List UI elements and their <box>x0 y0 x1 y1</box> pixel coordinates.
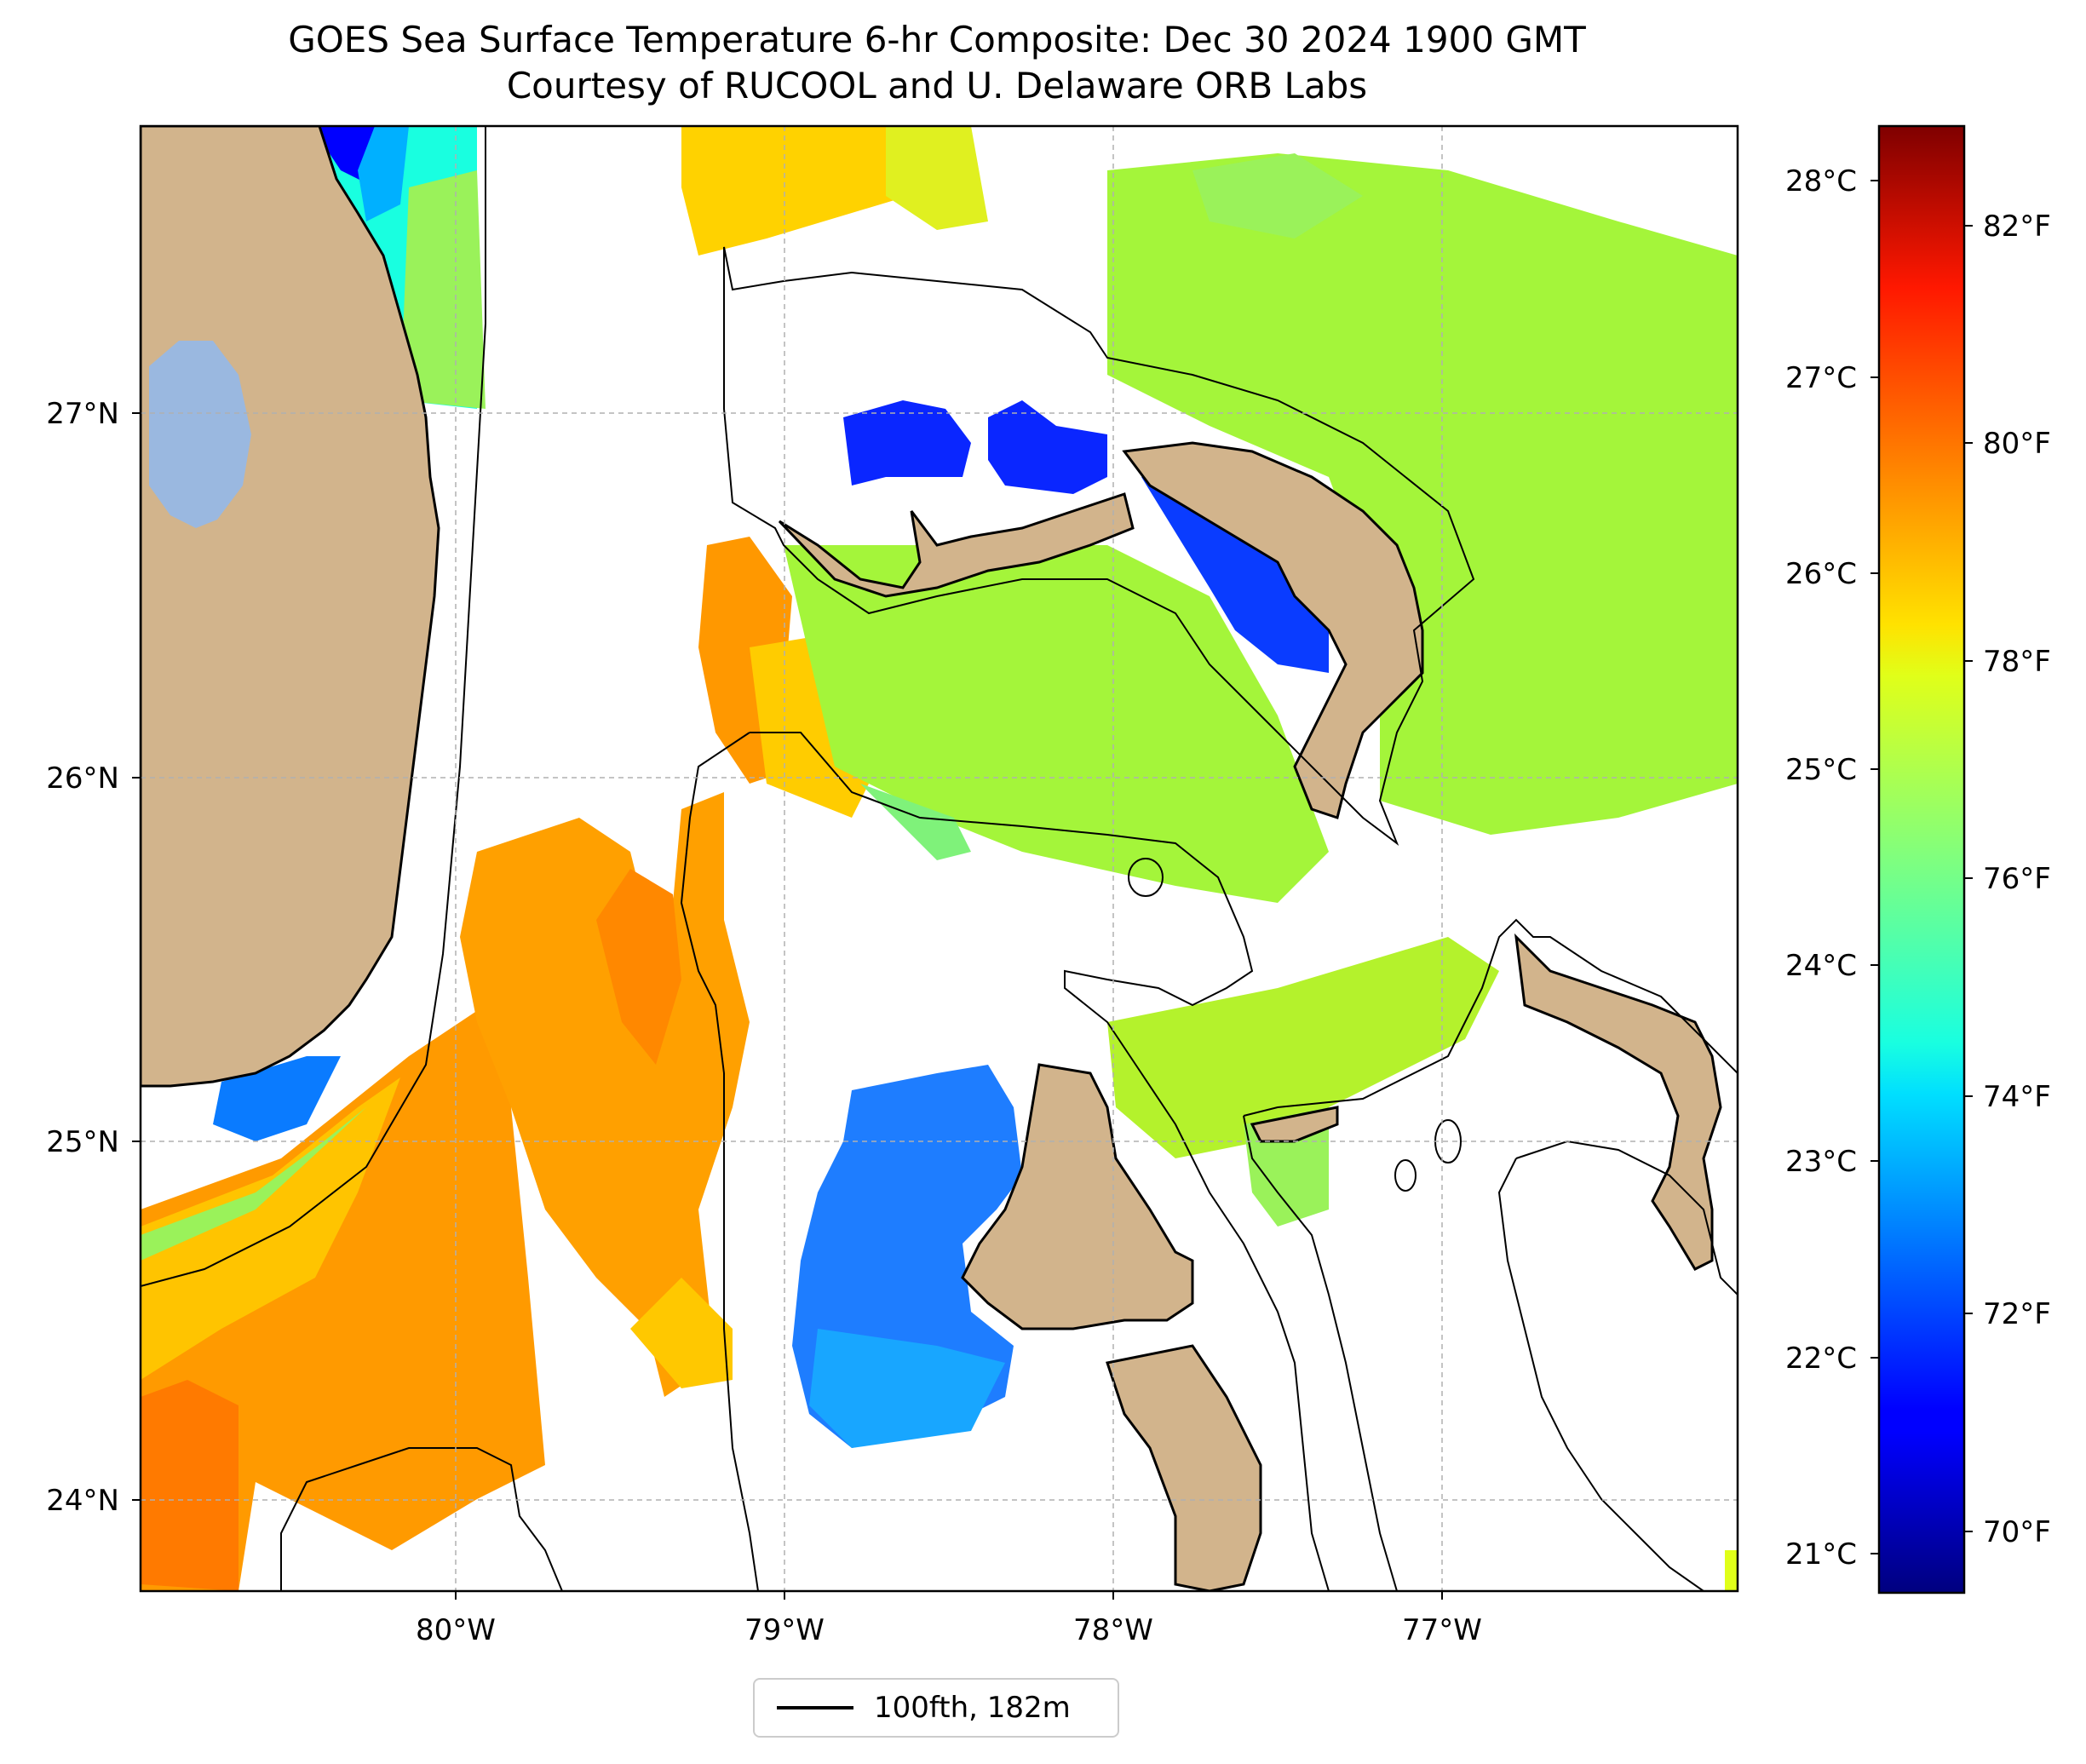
lon-tick-label: 78°W <box>1073 1613 1153 1647</box>
lake-okeechobee <box>149 341 251 528</box>
lon-tick-label: 79°W <box>744 1613 825 1647</box>
celsius-tick-label: 27°C <box>1785 361 1857 395</box>
celsius-tick-label: 26°C <box>1785 557 1857 591</box>
colorbar-fahrenheit-ticks <box>1964 225 1973 1532</box>
celsius-tick-label: 23°C <box>1785 1145 1857 1179</box>
legend-line-swatch <box>777 1706 853 1709</box>
eleuthera-island <box>1514 933 1722 1271</box>
celsius-tick-label: 28°C <box>1785 164 1857 198</box>
fahrenheit-tick-label: 72°F <box>1983 1297 2051 1331</box>
celsius-tick-label: 24°C <box>1785 949 1857 983</box>
sst-field <box>141 126 1738 1591</box>
fahrenheit-tick-label: 74°F <box>1983 1080 2051 1114</box>
contour-100fth <box>141 126 1738 1591</box>
lat-tick-label: 24°N <box>46 1484 119 1518</box>
andros-south <box>1106 1344 1262 1591</box>
celsius-tick-label: 22°C <box>1785 1342 1857 1376</box>
lon-tick-label: 80°W <box>416 1613 496 1647</box>
legend: 100fth, 182m <box>753 1678 1119 1738</box>
land <box>141 126 1722 1591</box>
grand-bahama-island <box>778 492 1135 598</box>
abaco-island <box>1122 441 1424 819</box>
celsius-tick-label: 21°C <box>1785 1537 1857 1572</box>
celsius-tick-label: 25°C <box>1785 753 1857 787</box>
fahrenheit-tick-label: 78°F <box>1983 645 2051 679</box>
lon-tick-label: 77°W <box>1402 1613 1482 1647</box>
andros-island <box>961 1063 1194 1330</box>
lon-axis <box>455 1591 1443 1600</box>
lat-tick-label: 26°N <box>46 761 119 796</box>
colorbar-celsius-ticks <box>1871 180 1879 1554</box>
fahrenheit-tick-label: 82°F <box>1983 210 2051 244</box>
gridlines <box>141 126 1738 1591</box>
legend-label: 100fth, 182m <box>874 1691 1071 1725</box>
map-title: GOES Sea Surface Temperature 6-hr Compos… <box>288 19 1586 60</box>
map-frame <box>139 124 1739 1593</box>
colorbar <box>1877 124 1966 1594</box>
fahrenheit-tick-label: 70°F <box>1983 1515 2051 1549</box>
lat-axis <box>132 412 141 1501</box>
lat-tick-label: 25°N <box>46 1125 119 1159</box>
lat-tick-label: 27°N <box>46 397 119 431</box>
map-subtitle: Courtesy of RUCOOL and U. Delaware ORB L… <box>506 65 1368 106</box>
fahrenheit-tick-label: 80°F <box>1983 427 2051 461</box>
fahrenheit-tick-label: 76°F <box>1983 862 2051 896</box>
map-area <box>141 126 1738 1591</box>
